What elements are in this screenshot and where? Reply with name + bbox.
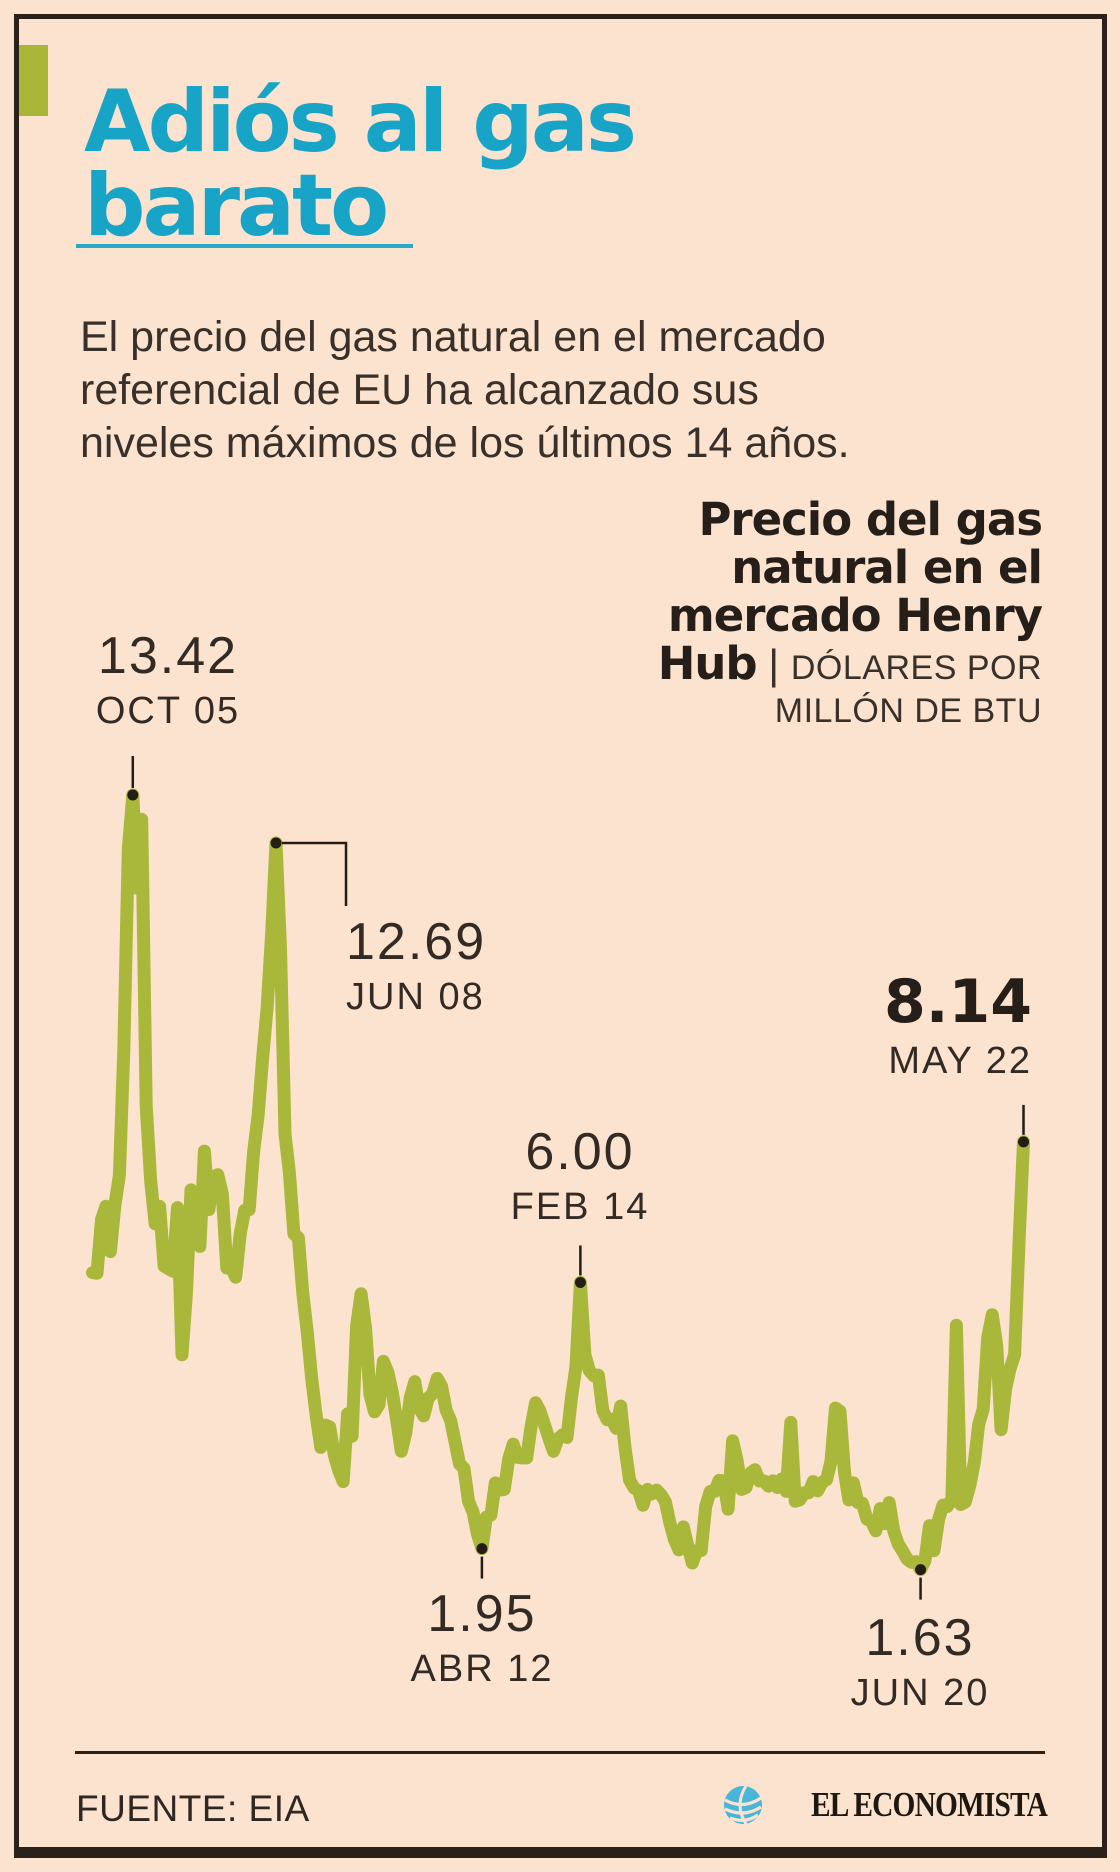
- chart-title-bold: Precio del gas natural en el mercado Hen…: [657, 493, 1043, 691]
- annotation-value: 1.63: [865, 1609, 975, 1667]
- annotation-date: OCT 05: [95, 690, 241, 732]
- accent-square: [19, 45, 48, 116]
- annotation-abr12: 1.95 ABR 12: [362, 1588, 602, 1688]
- price-series-line: [86, 788, 1030, 1577]
- annotation-markers: [127, 789, 1030, 1576]
- leader-line: [282, 841, 348, 906]
- source-label: FUENTE: EIA: [76, 1788, 310, 1829]
- page-title: Adiós al gas barato: [84, 71, 637, 256]
- annotation-value: 6.00: [525, 1123, 635, 1181]
- annotation-feb14: 6.00 FEB 14: [460, 1126, 700, 1226]
- annotation-date: JUN 20: [850, 1672, 990, 1714]
- annotation-date: FEB 14: [510, 1186, 650, 1228]
- data-point-marker: [127, 789, 139, 801]
- el-economista-globe-icon: [724, 1785, 762, 1825]
- annotation-value: 12.69: [346, 913, 487, 971]
- annotation-jun08: 12.69 JUN 08: [346, 916, 586, 1016]
- brand-logo: EL ECONOMISTA: [722, 1782, 1048, 1828]
- data-point-marker: [1018, 1136, 1030, 1148]
- chart-title-separator: |: [756, 641, 791, 689]
- annotation-value: 8.14: [883, 967, 1032, 1037]
- annotation-leader-lines: [131, 756, 1025, 1600]
- title-underline: [76, 244, 413, 248]
- annotation-date: ABR 12: [410, 1648, 554, 1690]
- annotation-date: JUN 08: [346, 976, 485, 1018]
- footer-divider: [75, 1751, 1045, 1754]
- chart-title-units: DÓLARES POR MILLÓN DE BTU: [774, 649, 1042, 730]
- annotation-jun20: 1.63 JUN 20: [800, 1612, 1040, 1712]
- annotation-date: MAY 22: [888, 1040, 1032, 1082]
- annotation-value: 13.42: [97, 627, 239, 685]
- data-point-marker: [476, 1543, 488, 1555]
- annotation-oct05: 13.42 OCT 05: [48, 630, 288, 730]
- annotation-value: 1.95: [427, 1585, 537, 1643]
- intro-paragraph: El precio del gas natural en el mercado …: [80, 313, 850, 467]
- data-point-marker: [915, 1564, 927, 1576]
- chart-title: Precio del gas natural en el mercado Hen…: [606, 493, 1043, 732]
- data-point-marker: [270, 837, 282, 849]
- data-point-marker: [574, 1276, 586, 1288]
- brand-name: EL ECONOMISTA: [810, 1785, 1048, 1824]
- annotation-may22: 8.14 MAY 22: [772, 972, 1032, 1080]
